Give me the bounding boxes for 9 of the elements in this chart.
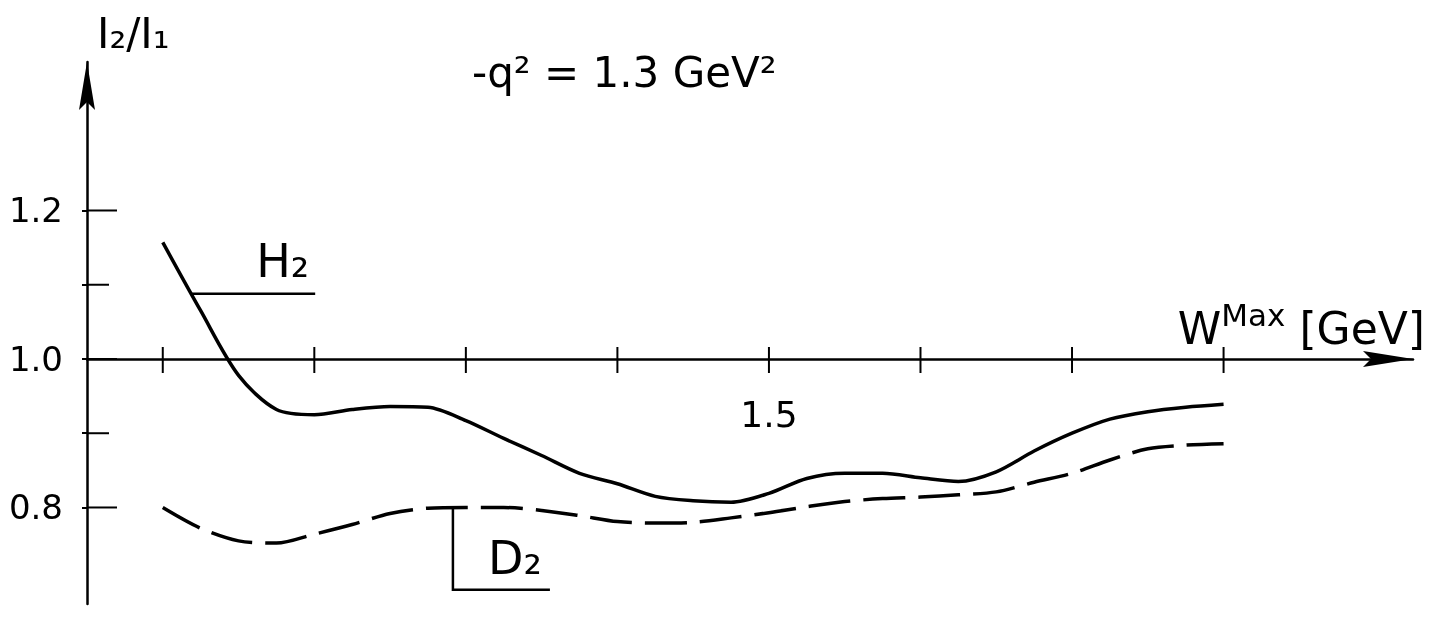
chart-title: -q² = 1.3 GeV² (472, 47, 777, 97)
y-tick-label: 1.2 (8, 190, 63, 231)
y-tick-label: 1.0 (8, 338, 63, 379)
x-axis-title: W$^{Max}$ [GeV] (1177, 296, 1425, 354)
series-label: H₂ (256, 233, 310, 288)
x-tick-label: 1.5 (740, 394, 798, 436)
series-label: D₂ (488, 530, 542, 585)
y-tick-label: 0.8 (8, 487, 63, 528)
y-axis-title: I₂/I₁ (97, 8, 170, 58)
